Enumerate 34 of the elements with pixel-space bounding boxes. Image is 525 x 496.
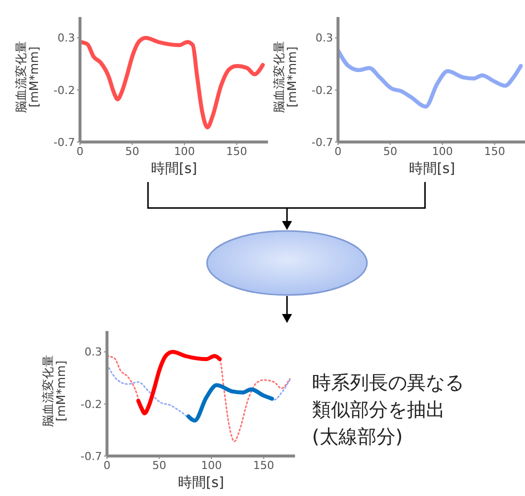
text: 時系列長の異なる (312, 371, 464, 396)
x-tick-label: 0 (334, 144, 342, 158)
line-series (338, 48, 523, 109)
text: (太線部分) (312, 425, 403, 450)
line-series (136, 350, 222, 416)
y-tick-label: -0.2 (312, 84, 333, 97)
y-tick-label: 0.3 (84, 346, 102, 359)
y-tick-label: -0.7 (54, 136, 75, 149)
x-tick-label: 150 (484, 144, 506, 158)
x-tick-label: 50 (152, 458, 166, 472)
y-tick-label: -0.7 (80, 450, 102, 463)
y-axis-title: 脳血流変化量 [mM*mm] (14, 41, 41, 113)
text: 類似部分を抽出 (312, 398, 445, 423)
x-tick-label: 100 (174, 144, 195, 158)
y-axis-title: 脳血流変化量 [mM*mm] (41, 355, 68, 427)
x-tick-label: 150 (253, 458, 274, 472)
y-tick-label: 0.3 (58, 32, 75, 45)
x-tick-label: 150 (226, 144, 248, 158)
y-tick-label: 0.3 (316, 32, 333, 45)
x-tick-label: 50 (383, 144, 398, 158)
x-tick-label: 0 (76, 144, 84, 158)
y-tick-label: -0.2 (54, 84, 75, 97)
y-tick-label: -0.2 (80, 398, 102, 411)
y-axis-title: 脳血流変化量 [mM*mm] (272, 41, 299, 113)
x-tick-label: 0 (104, 458, 110, 472)
x-axis-title: 時間[s] (408, 160, 456, 178)
line-series (80, 36, 265, 130)
x-axis-title: 時間[s] (176, 474, 226, 492)
x-tick-label: 100 (432, 144, 453, 158)
x-tick-label: 50 (125, 144, 140, 158)
line-series (186, 383, 274, 423)
x-axis-title: 時間[s] (150, 160, 198, 178)
y-tick-label: -0.7 (312, 136, 333, 149)
x-tick-label: 100 (200, 458, 222, 472)
